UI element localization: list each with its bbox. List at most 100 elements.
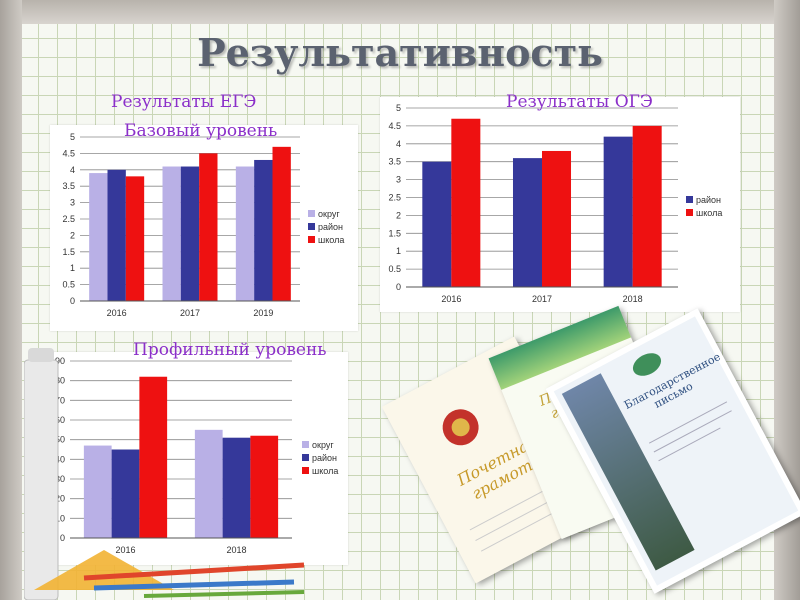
bar-okrug-2016	[83, 445, 112, 538]
bar-shkola-2016	[139, 376, 168, 538]
x-tick-label: 2018	[623, 294, 643, 304]
y-tick-label: 50	[55, 435, 65, 445]
bar-raion-2017	[512, 158, 542, 287]
set-square	[34, 550, 174, 590]
y-tick-label: 3.5	[388, 157, 401, 167]
certificate-1: Почетная грамота	[381, 336, 609, 584]
legend-swatch	[302, 467, 309, 474]
oge-chart-panel: 0 0.5 1 1.5 2 2.5 3 3.5 4 4.5 5 2016 2017 2018 район шк…	[380, 97, 740, 312]
bar-shkola-2016	[451, 118, 481, 288]
y-tick-label: 4.5	[388, 121, 401, 131]
y-tick-label: 2	[396, 210, 401, 220]
y-tick-label: 2.5	[62, 214, 75, 224]
y-tick-label: 60	[55, 415, 65, 425]
x-tick-label: 2017	[532, 294, 552, 304]
x-tick-label: 2016	[115, 545, 135, 555]
y-tick-label: 1.5	[388, 228, 401, 238]
ege-base-chart: 0 0.5 1 1.5 2 2.5 3 3.5 4 4.5 5 2016 2017 2019 округ ра…	[62, 132, 344, 318]
legend-label: район	[312, 453, 337, 463]
y-tick-label: 5	[396, 103, 401, 113]
y-tick-label: 2.5	[388, 193, 401, 203]
certificates-collage: Почетная грамота Почетная грамота Благод…	[381, 305, 800, 600]
legend-label: район	[318, 222, 343, 232]
bar-shkola-2018	[250, 435, 279, 538]
y-tick-label: 40	[55, 454, 65, 464]
legend-swatch	[308, 210, 315, 217]
x-tick-label: 2017	[180, 308, 200, 318]
legend-swatch	[686, 196, 693, 203]
legend-label: район	[696, 195, 721, 205]
y-tick-label: 4	[70, 165, 75, 175]
legend-label: школа	[696, 208, 722, 218]
legend-swatch	[302, 441, 309, 448]
certificate-1-art	[442, 409, 573, 552]
pencil-blue	[93, 579, 295, 591]
bar-shkola-2017	[199, 153, 218, 301]
bar-shkola-2018	[632, 125, 662, 288]
y-tick-label: 80	[55, 376, 65, 386]
book-spine	[24, 359, 59, 600]
bar-shkola-2016	[125, 176, 145, 301]
legend-swatch	[308, 236, 315, 243]
legend-swatch	[302, 454, 309, 461]
legend-swatch	[686, 209, 693, 216]
y-tick-label: 0.5	[62, 280, 75, 290]
x-tick-label: 2019	[253, 308, 273, 318]
pencil-red	[83, 562, 305, 581]
x-tick-label: 2018	[226, 545, 246, 555]
book-spine-top	[28, 348, 54, 362]
board-frame-left	[0, 0, 22, 600]
bar-raion-2017	[180, 166, 200, 301]
y-tick-label: 70	[55, 395, 65, 405]
ege-profile-chart: 0 10 20 30 40 50 60 70 80 90 2016 2018 округ район шко…	[55, 356, 338, 555]
y-tick-label: 3.5	[62, 181, 75, 191]
y-tick-label: 30	[55, 474, 65, 484]
bar-okrug-2016	[89, 173, 108, 301]
legend-label: школа	[312, 466, 338, 476]
ege-base-chart-panel: 0 0.5 1 1.5 2 2.5 3 3.5 4 4.5 5 2016 2017 2019 округ ра…	[50, 125, 358, 331]
x-tick-label: 2016	[107, 308, 127, 318]
certificate-3-emblem	[629, 348, 665, 381]
ege-profile-chart-panel: 0 10 20 30 40 50 60 70 80 90 2016 2018 округ район шко…	[40, 352, 348, 565]
bar-okrug-2018	[194, 429, 223, 538]
y-tick-label: 0	[60, 533, 65, 543]
y-tick-label: 3	[70, 198, 75, 208]
x-tick-label: 2016	[441, 294, 461, 304]
ege-profile-level-label: Профильный уровень	[133, 340, 327, 360]
bar-raion-2016	[111, 449, 140, 538]
legend-label: округ	[318, 209, 340, 219]
y-tick-label: 3	[396, 175, 401, 185]
bar-raion-2016	[422, 161, 452, 287]
ege-base-level-label: Базовый уровень	[124, 121, 278, 141]
y-tick-label: 4	[396, 139, 401, 149]
bar-raion-2019	[254, 159, 273, 301]
oge-chart: 0 0.5 1 1.5 2 2.5 3 3.5 4 4.5 5 2016 2017 2018 район шк…	[388, 103, 722, 304]
y-tick-label: 5	[70, 132, 75, 142]
y-tick-label: 1	[70, 263, 75, 273]
legend-label: округ	[312, 440, 334, 450]
bar-okrug-2019	[235, 166, 255, 301]
bar-okrug-2017	[162, 166, 181, 301]
bar-shkola-2017	[542, 150, 572, 287]
y-tick-label: 10	[55, 513, 65, 523]
bar-raion-2018	[222, 437, 251, 538]
board-frame-top	[0, 0, 800, 24]
bar-raion-2018	[603, 136, 633, 287]
y-tick-label: 0.5	[388, 264, 401, 274]
y-tick-label: 20	[55, 494, 65, 504]
y-tick-label: 90	[55, 356, 65, 366]
y-tick-label: 1.5	[62, 247, 75, 257]
legend-swatch	[308, 223, 315, 230]
slide-title: Результативность	[197, 30, 603, 75]
oge-results-label: Результаты ОГЭ	[506, 92, 653, 112]
bar-raion-2016	[107, 169, 126, 301]
pencil-green	[143, 590, 305, 598]
ege-results-label: Результаты ЕГЭ	[111, 92, 257, 112]
y-tick-label: 0	[70, 296, 75, 306]
school-supplies-illustration	[24, 348, 305, 600]
y-tick-label: 4.5	[62, 148, 75, 158]
legend-label: школа	[318, 235, 344, 245]
bar-shkola-2019	[272, 146, 291, 301]
y-tick-label: 2	[70, 230, 75, 240]
y-tick-label: 1	[396, 246, 401, 256]
